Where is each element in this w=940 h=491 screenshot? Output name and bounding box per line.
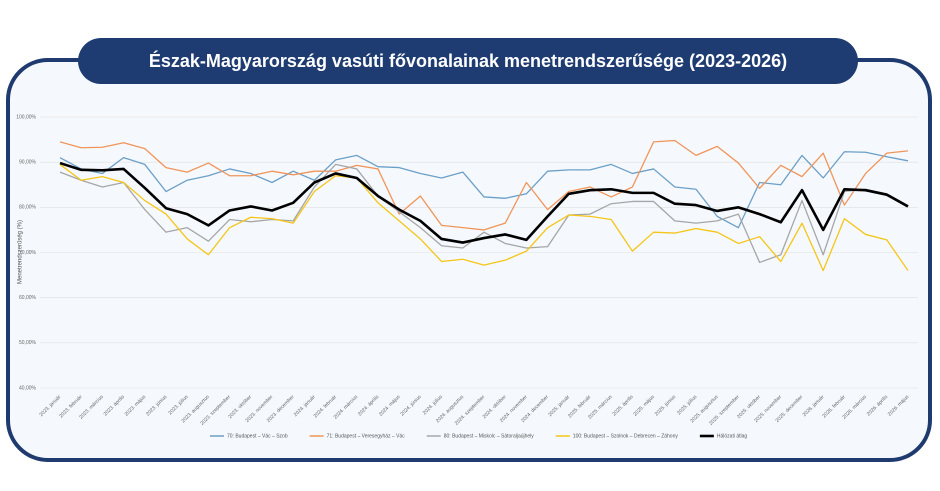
y-axis-label: Menetrendszerűség (%): [18, 220, 24, 284]
y-tick-label: 100,00%: [16, 114, 36, 120]
panel: [6, 58, 932, 462]
legend-label: Hálózati átlag: [717, 433, 748, 439]
chart-title: Észak-Magyarország vasúti fővonalainak m…: [149, 50, 787, 71]
y-tick-label: 90,00%: [19, 159, 37, 165]
series-line: [59, 163, 909, 264]
y-tick-label: 50,00%: [19, 340, 37, 346]
y-tick-label: 40,00%: [19, 385, 37, 391]
series-line: [59, 161, 909, 244]
legend-label: 70: Budapest – Vác – Szob: [227, 433, 288, 439]
title-pill: [78, 38, 858, 84]
legend-label: 71: Budapest – Veresegyház – Vác: [327, 433, 406, 439]
y-tick-label: 70,00%: [19, 250, 37, 256]
series-line: [59, 163, 909, 272]
y-tick-label: 80,00%: [19, 205, 37, 211]
series-line: [59, 139, 909, 231]
y-tick-label: 60,00%: [19, 295, 37, 301]
legend-label: 100: Budapest – Szolnok – Debrecen – Záh…: [573, 433, 679, 439]
legend-label: 80: Budapest – Miskolc – Sátoraljaújhely: [444, 433, 535, 439]
series-line: [59, 151, 909, 229]
